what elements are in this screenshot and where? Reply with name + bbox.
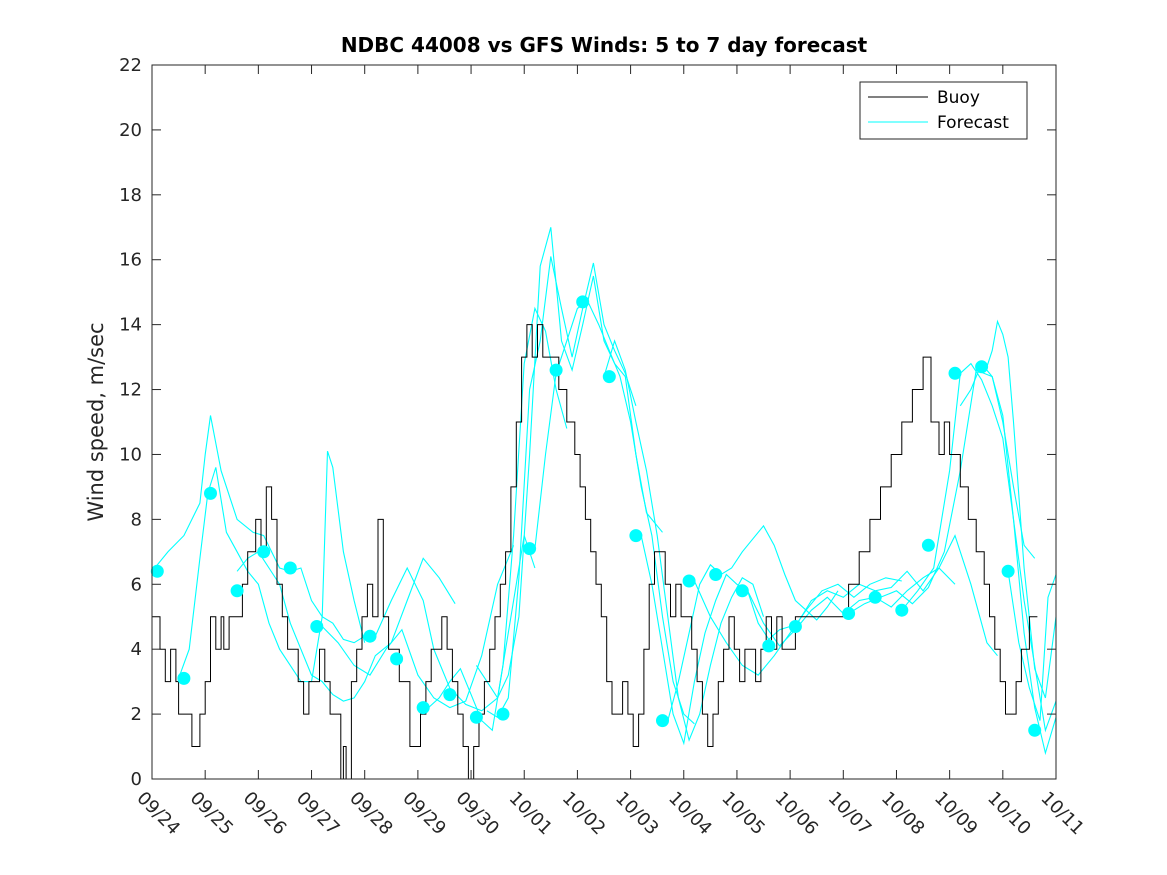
forecast-line-11 (640, 535, 791, 746)
forecast-marker (1001, 564, 1015, 578)
y-tick-label: 4 (131, 639, 142, 660)
y-tick-label: 12 (119, 380, 142, 401)
y-tick-label: 0 (131, 769, 142, 790)
forecast-line-8 (475, 227, 663, 700)
forecast-marker (762, 639, 776, 653)
forecast-marker (177, 671, 191, 685)
forecast-marker (257, 545, 271, 559)
y-tick-label: 2 (131, 704, 142, 725)
y-tick-label: 8 (131, 509, 142, 530)
forecast-marker (682, 574, 696, 588)
y-tick-label: 22 (119, 55, 142, 76)
forecast-marker (310, 620, 324, 633)
y-tick-label: 20 (119, 120, 142, 141)
forecast-marker (363, 629, 377, 643)
forecast-marker (868, 590, 882, 604)
forecast-line-3 (236, 551, 456, 702)
buoy-series (152, 324, 1038, 780)
y-tick-label: 10 (119, 444, 142, 465)
y-tick-label: 16 (119, 250, 142, 271)
forecast-marker (735, 584, 749, 598)
forecast-marker (390, 652, 404, 666)
plot-area (152, 65, 1056, 779)
buoy-line (152, 324, 1038, 780)
forecast-line-1 (151, 415, 365, 644)
forecast-marker (230, 584, 244, 598)
forecast-marker (842, 607, 856, 620)
forecast-marker (416, 701, 430, 715)
forecast-marker (204, 486, 217, 500)
forecast-marker (469, 710, 483, 724)
legend-forecast-label: Forecast (937, 113, 1009, 133)
forecast-markers (150, 295, 1042, 737)
forecast-marker (921, 538, 935, 552)
legend: Buoy Forecast (859, 81, 1028, 140)
forecast-marker (629, 529, 643, 543)
forecast-line-12 (667, 524, 839, 721)
forecast-line-4 (321, 545, 515, 709)
forecast-line-19 (986, 319, 1057, 699)
forecast-marker (948, 366, 962, 380)
forecast-marker (788, 620, 802, 633)
y-tick-label: 6 (131, 574, 142, 595)
forecast-line-16 (848, 369, 1036, 614)
forecast-marker (1028, 723, 1042, 737)
y-axis-label: Wind speed, m/sec (84, 322, 108, 521)
legend-buoy-label: Buoy (937, 88, 980, 108)
forecast-line-20 (1007, 571, 1057, 721)
forecast-marker (656, 714, 669, 728)
forecast-lines (151, 227, 1057, 756)
forecast-marker (709, 568, 723, 581)
forecast-marker (576, 295, 590, 309)
forecast-line-9 (534, 301, 695, 725)
chart-title: NDBC 44008 vs GFS Winds: 5 to 7 day fore… (341, 33, 868, 57)
forecast-marker (150, 564, 164, 578)
forecast-marker (443, 688, 457, 702)
forecast-marker (496, 707, 510, 721)
plot-frame (151, 64, 1057, 780)
forecast-marker (523, 542, 537, 556)
y-tick-label: 18 (119, 185, 142, 206)
forecast-marker (602, 370, 616, 384)
forecast-line-15 (794, 534, 998, 657)
forecast-marker (975, 360, 989, 374)
forecast-marker (549, 363, 563, 377)
forecast-marker (895, 603, 909, 617)
y-tick-label: 14 (119, 315, 142, 336)
legend-box (859, 81, 1028, 140)
forecast-marker (283, 561, 297, 575)
